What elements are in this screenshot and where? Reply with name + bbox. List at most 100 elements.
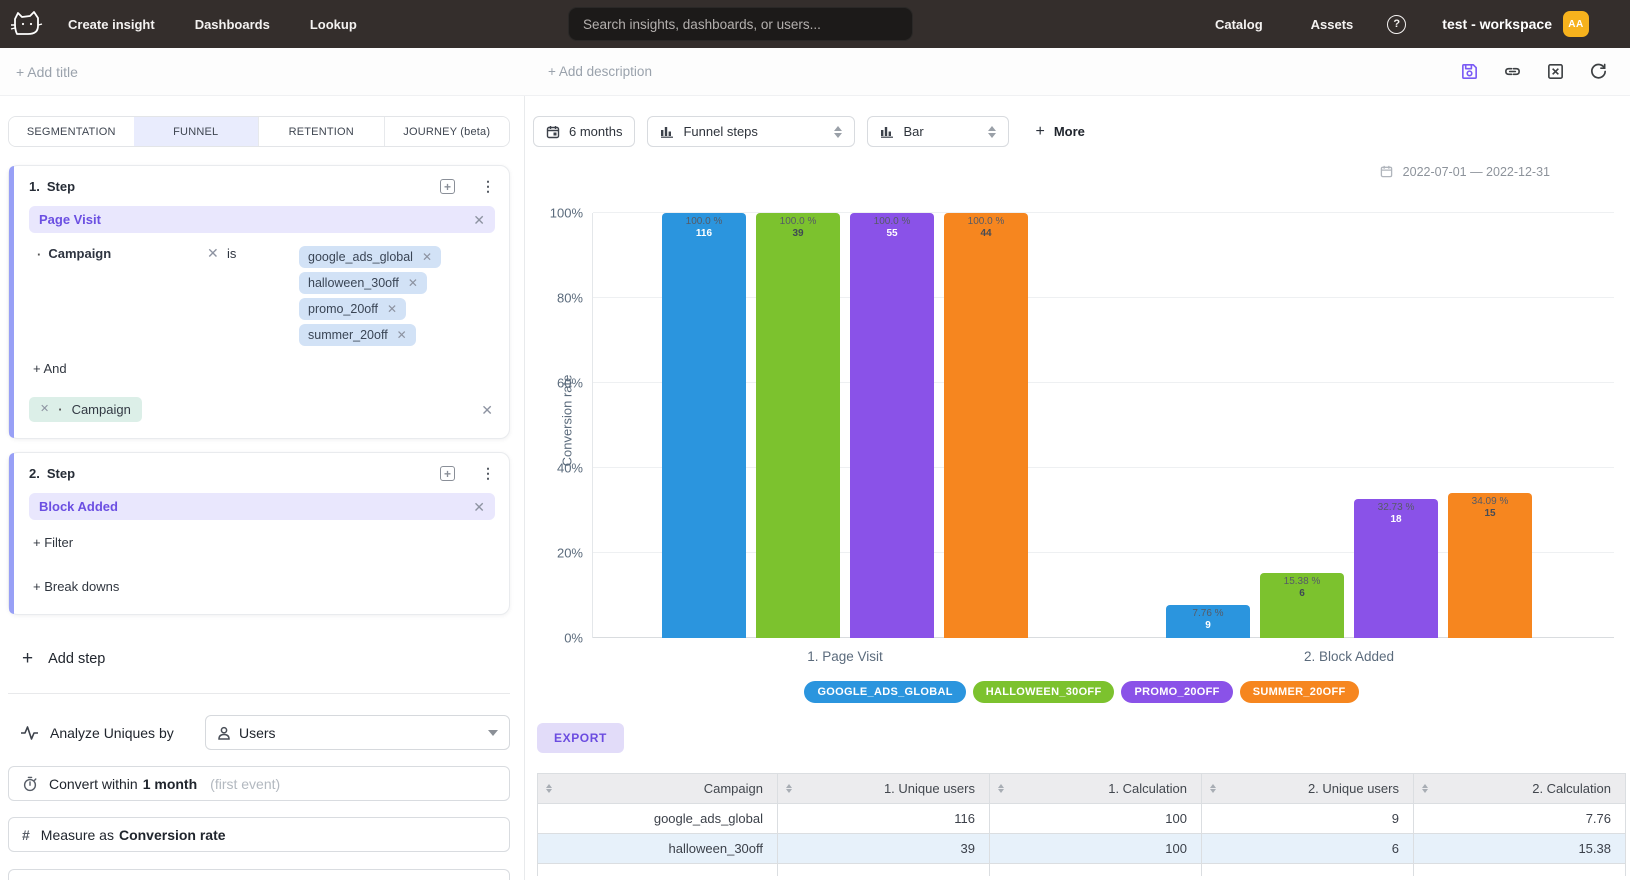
- legend-pill[interactable]: HALLOWEEN_30OFF: [972, 681, 1115, 703]
- select-caret-icon: [834, 125, 843, 138]
- add-title-button[interactable]: + Add title: [16, 63, 78, 80]
- sort-icon[interactable]: [998, 784, 1004, 793]
- link-icon[interactable]: [1503, 62, 1522, 81]
- remove-breakdown-row-icon[interactable]: ✕: [481, 401, 493, 418]
- table-cell: [777, 863, 990, 876]
- table-cell: [1201, 863, 1414, 876]
- add-breakdown-button[interactable]: + Break downs: [33, 579, 120, 594]
- workspace-name[interactable]: test - workspace: [1442, 16, 1552, 32]
- sort-icon[interactable]: [1422, 784, 1428, 793]
- remove-value-icon[interactable]: ✕: [407, 276, 418, 290]
- funnel-config-panel: SEGMENTATION FUNNEL RETENTION JOURNEY (b…: [0, 96, 525, 880]
- tab-retention[interactable]: RETENTION: [258, 117, 384, 146]
- remove-event-icon[interactable]: ✕: [473, 211, 485, 228]
- remove-value-icon[interactable]: ✕: [396, 328, 407, 342]
- add-and-condition[interactable]: + And: [33, 361, 67, 376]
- remove-value-icon[interactable]: ✕: [386, 302, 398, 316]
- funnel-bar[interactable]: 15.38 % 6: [1260, 573, 1344, 638]
- bullet-icon: ·: [37, 247, 42, 262]
- step-number: 2.: [29, 466, 40, 481]
- step-title: Step: [46, 466, 76, 481]
- hash-icon: #: [22, 826, 30, 843]
- funnel-bar[interactable]: 34.09 % 15: [1448, 493, 1532, 638]
- funnel-bar[interactable]: 100.0 % 55: [850, 213, 934, 638]
- stopwatch-icon: [22, 776, 38, 792]
- filter-values: google_ads_global ✕ halloween_30off ✕ promo_…: [299, 246, 495, 346]
- nav-assets[interactable]: Assets: [1310, 16, 1354, 32]
- bar-percent-label: 100.0 %: [779, 216, 817, 227]
- cat-logo-icon[interactable]: [10, 9, 44, 39]
- help-icon[interactable]: ?: [1387, 14, 1407, 34]
- sort-up-icon: [786, 784, 792, 788]
- step-event-row[interactable]: Page Visit ✕: [29, 206, 495, 233]
- add-filter-button[interactable]: + Filter: [33, 535, 74, 550]
- funnel-bar[interactable]: 100.0 % 44: [944, 213, 1028, 638]
- table-header-cell[interactable]: Campaign: [537, 773, 778, 804]
- analyze-uniques-select[interactable]: Users: [205, 715, 510, 750]
- duplicate-step-icon[interactable]: +: [440, 179, 455, 194]
- insight-type-tabs: SEGMENTATION FUNNEL RETENTION JOURNEY (b…: [8, 116, 510, 147]
- breakdown-chip[interactable]: ✕ · Campaign: [29, 397, 142, 422]
- remove-value-icon[interactable]: ✕: [421, 250, 433, 264]
- table-row-partial: [537, 863, 1626, 876]
- step-menu-icon[interactable]: ⋮: [481, 465, 495, 481]
- step-event-row[interactable]: Block Added ✕: [29, 493, 495, 520]
- nav-catalog[interactable]: Catalog: [1214, 16, 1263, 32]
- funnel-bar[interactable]: 100.0 % 39: [756, 213, 840, 638]
- measure-as-setting[interactable]: # Measure as Conversion rate: [8, 817, 510, 852]
- filter-value-chip[interactable]: summer_20off ✕: [299, 324, 416, 346]
- funnel-bar[interactable]: 100.0 % 116: [662, 213, 746, 638]
- remove-event-icon[interactable]: ✕: [473, 498, 485, 515]
- duplicate-step-icon[interactable]: +: [440, 466, 455, 481]
- sort-icon[interactable]: [1210, 784, 1216, 793]
- refresh-icon[interactable]: [1589, 62, 1608, 81]
- results-table: Campaign 1. Unique users 1. Calculation 2. …: [537, 773, 1626, 876]
- search-input[interactable]: [568, 7, 913, 41]
- filter-value-chip[interactable]: promo_20off ✕: [299, 298, 407, 320]
- funnel-bar[interactable]: 7.76 % 9: [1166, 605, 1250, 638]
- legend-pill[interactable]: SUMMER_20OFF: [1239, 681, 1359, 703]
- step-menu-icon[interactable]: ⋮: [481, 178, 495, 194]
- tab-journey[interactable]: JOURNEY (beta): [383, 117, 509, 146]
- save-icon[interactable]: [1460, 62, 1479, 81]
- filter-value-chip[interactable]: google_ads_global ✕: [299, 246, 442, 268]
- nav-create-insight[interactable]: Create insight: [68, 16, 155, 32]
- close-square-icon[interactable]: [1546, 62, 1565, 81]
- divider: [8, 693, 510, 694]
- sort-icon[interactable]: [786, 784, 792, 793]
- next-setting-box[interactable]: [8, 869, 510, 880]
- table-header-label: 1. Unique users: [883, 781, 975, 796]
- remove-filter-icon[interactable]: ✕: [207, 245, 219, 261]
- nav-lookup[interactable]: Lookup: [309, 16, 357, 32]
- export-button[interactable]: EXPORT: [537, 723, 624, 753]
- avatar[interactable]: AA: [1563, 11, 1589, 37]
- legend-pill[interactable]: GOOGLE_ADS_GLOBAL: [804, 681, 966, 703]
- table-header-cell[interactable]: 2. Calculation: [1413, 773, 1626, 804]
- funnel-bar-chart: Conversion rate 0% 20% 40% 60% 80% 100% 100.0 …: [533, 179, 1630, 664]
- view-type-select[interactable]: Funnel steps: [647, 116, 856, 147]
- bar-count-label: 116: [695, 228, 713, 239]
- date-range-button[interactable]: 6 months: [533, 116, 636, 147]
- table-header-cell[interactable]: 1. Unique users: [777, 773, 990, 804]
- convert-within-setting[interactable]: Convert within 1 month (first event): [8, 766, 510, 801]
- nav-dashboards[interactable]: Dashboards: [194, 16, 270, 32]
- remove-breakdown-icon[interactable]: ✕: [40, 403, 50, 415]
- legend-pill[interactable]: PROMO_20OFF: [1121, 681, 1233, 703]
- more-button[interactable]: + More: [1035, 122, 1085, 140]
- filter-value-chip[interactable]: halloween_30off ✕: [299, 272, 427, 294]
- y-tick-label: 60%: [556, 375, 583, 391]
- filter-operator[interactable]: is: [227, 246, 237, 261]
- filter-property[interactable]: Campaign: [48, 246, 112, 261]
- filter-row: · Campaign ✕ is google_ads_global ✕hallow…: [29, 246, 495, 346]
- add-description-button[interactable]: + Add description: [548, 64, 652, 79]
- sort-icon[interactable]: [546, 784, 552, 793]
- table-header-cell[interactable]: 1. Calculation: [989, 773, 1202, 804]
- tab-segmentation[interactable]: SEGMENTATION: [9, 117, 134, 146]
- chart-type-select[interactable]: Bar: [867, 116, 1010, 147]
- sort-down-icon: [786, 789, 792, 793]
- tab-funnel[interactable]: FUNNEL: [133, 117, 258, 146]
- funnel-bar[interactable]: 32.73 % 18: [1354, 499, 1438, 638]
- add-step-button[interactable]: + Add step: [22, 648, 106, 669]
- table-header-label: 2. Calculation: [1532, 781, 1611, 796]
- table-header-cell[interactable]: 2. Unique users: [1201, 773, 1414, 804]
